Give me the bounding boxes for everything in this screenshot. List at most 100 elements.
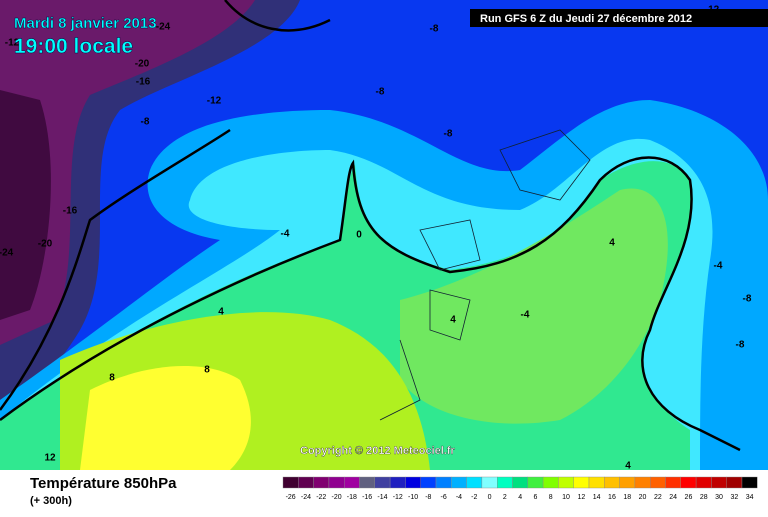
legend-swatch (741, 476, 758, 489)
contour-label: -12 (5, 38, 20, 49)
time: 19:00 locale (14, 35, 133, 58)
legend-label: 30 (715, 494, 723, 501)
contour-label: 8 (204, 365, 210, 376)
footer-title: Température 850hPa (30, 475, 177, 492)
legend-swatch (573, 476, 590, 489)
legend-swatch (542, 476, 559, 489)
legend-label: -20 (331, 494, 341, 501)
legend-label: 22 (654, 494, 662, 501)
legend-label: -2 (471, 494, 477, 501)
copyright: Copyright © 2012 Meteociel.fr (300, 445, 456, 457)
contour-label: 4 (218, 307, 224, 318)
legend-swatch (344, 476, 360, 489)
legend-label: 24 (669, 494, 677, 501)
legend-label: -16 (362, 494, 372, 501)
contour-label: -4 (521, 310, 530, 321)
contour-label: -24 (0, 248, 14, 259)
legend-swatch (512, 476, 529, 489)
contour-label: -12 (207, 96, 222, 107)
legend-label: -6 (441, 494, 447, 501)
coastline (379, 129, 591, 421)
legend-swatch (481, 476, 498, 489)
contour-label: -8 (141, 117, 150, 128)
legend-label: 34 (746, 494, 754, 501)
contour-label: 12 (44, 453, 56, 464)
legend-label: -8 (425, 494, 431, 501)
legend-label: -18 (347, 494, 357, 501)
legend-swatch (695, 476, 712, 489)
legend-swatch (650, 476, 666, 489)
legend-label: 12 (577, 494, 585, 501)
legend-swatch (665, 476, 682, 489)
legend-swatch (328, 476, 345, 489)
band-purple (0, 0, 255, 345)
run-box (470, 9, 768, 27)
legend-swatch (619, 476, 636, 489)
contour-label: -16 (136, 77, 151, 88)
contour-label: -4 (714, 261, 723, 272)
legend-swatch (359, 476, 376, 489)
legend-swatch (405, 476, 421, 489)
contour-label: -8 (736, 340, 745, 351)
band-light-green (400, 188, 668, 424)
legend-label: 16 (608, 494, 616, 501)
legend-swatch (497, 476, 513, 489)
legend-swatch (604, 476, 620, 489)
contour-label: -24 (156, 22, 171, 33)
legend-label: -10 (408, 494, 418, 501)
legend-label: -22 (316, 494, 326, 501)
contour-label: 4 (609, 238, 615, 249)
legend-swatch (558, 476, 574, 489)
legend-label: 32 (730, 494, 738, 501)
legend-label: 14 (593, 494, 601, 501)
map (0, 0, 768, 470)
run: Run GFS 6 Z du Jeudi 27 décembre 2012 (480, 13, 692, 25)
contour-line (224, 0, 331, 32)
contour-label: 4 (625, 461, 631, 472)
legend-label: 6 (533, 494, 537, 501)
legend-swatch (298, 476, 314, 489)
legend-swatch (588, 476, 605, 489)
legend-swatch (466, 476, 483, 489)
contour-label: 8 (109, 373, 115, 384)
contour-label: -8 (743, 294, 752, 305)
legend-swatch (374, 476, 391, 489)
legend-label: -24 (301, 494, 311, 501)
legend-swatch (680, 476, 697, 489)
legend-swatch (726, 476, 743, 489)
contour-line (0, 128, 231, 411)
contour-label: -8 (376, 87, 385, 98)
legend-swatch (435, 476, 452, 489)
contour-label: -8 (444, 129, 453, 140)
legend-label: 20 (639, 494, 647, 501)
legend-label: 28 (700, 494, 708, 501)
legend-label: -26 (286, 494, 296, 501)
contour-label: -16 (63, 206, 78, 217)
date: Mardi 8 janvier 2013 (14, 15, 157, 32)
legend-label: 2 (503, 494, 507, 501)
legend-label: 10 (562, 494, 570, 501)
contour-label: -8 (430, 24, 439, 35)
legend-label: -4 (456, 494, 462, 501)
contour-zero (0, 156, 741, 452)
band-yellow (80, 366, 251, 470)
contour-label: 0 (356, 230, 362, 241)
legend-label: 0 (488, 494, 492, 501)
contour-label: -4 (281, 229, 290, 240)
legend-swatch (527, 476, 544, 489)
band-dark-purple (0, 90, 51, 320)
legend-swatch (282, 476, 299, 489)
legend-swatch (634, 476, 651, 489)
legend-label: 18 (623, 494, 631, 501)
contour-label: -20 (135, 59, 150, 70)
legend-label: 4 (518, 494, 522, 501)
legend-label: 8 (549, 494, 553, 501)
contour-label: -20 (38, 239, 53, 250)
legend-label: -14 (377, 494, 387, 501)
legend-swatch (313, 476, 330, 489)
legend-label: 26 (685, 494, 693, 501)
contour-label: 4 (450, 315, 456, 326)
legend-swatch (389, 476, 406, 489)
footer-lead: (+ 300h) (30, 495, 72, 507)
